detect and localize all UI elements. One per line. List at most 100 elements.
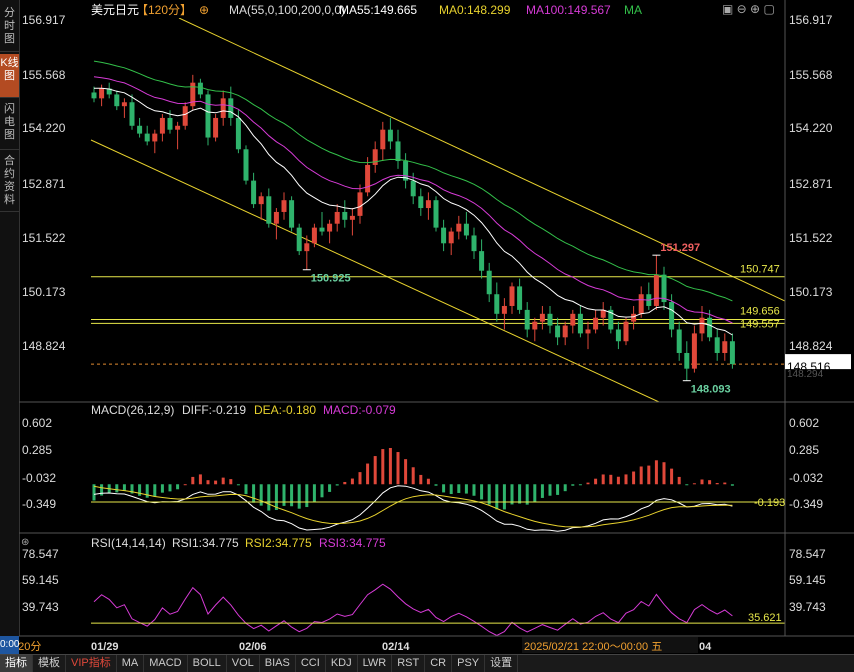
- macd-dea-line: [93, 485, 733, 528]
- y-tick-left: 151.522: [22, 231, 66, 245]
- macd-histogram-bar: [563, 484, 567, 492]
- candle-body: [555, 325, 561, 338]
- indicator-tab-macd[interactable]: MACD: [144, 655, 188, 672]
- macd-histogram-bar: [320, 484, 324, 498]
- candle-body: [509, 286, 515, 306]
- candle-body: [547, 313, 553, 326]
- macd-histogram-bar: [639, 466, 643, 485]
- candle-body: [562, 325, 568, 338]
- candle-body: [114, 94, 120, 107]
- macd-histogram-bar: [122, 484, 126, 491]
- macd-histogram-bar: [358, 472, 362, 485]
- indicator-tab-rst[interactable]: RST: [392, 655, 426, 672]
- y-tick-left: 148.824: [22, 339, 66, 353]
- last-price-label: 148.516: [787, 360, 831, 374]
- indicator-tab-ma[interactable]: MA: [117, 655, 145, 672]
- candle-body: [585, 329, 591, 334]
- macd-histogram-bar: [92, 484, 96, 501]
- candle-body: [608, 309, 614, 330]
- candle-body: [676, 329, 682, 353]
- macd-histogram-bar: [100, 484, 104, 496]
- candle-body: [570, 313, 576, 326]
- indicator-tab-bar: 指标 模板 VIP指标 MA MACD BOLL VOL BIAS CCI KDJ LWR RST CR…: [0, 654, 854, 672]
- indicator-tab-vol[interactable]: VOL: [227, 655, 260, 672]
- macd-histogram-bar: [434, 484, 438, 486]
- period-label: 【120分】: [136, 3, 192, 17]
- candle-body: [289, 200, 295, 228]
- candle-body: [243, 149, 249, 181]
- macd-histogram-bar: [700, 479, 704, 485]
- macd-histogram-bar: [282, 484, 286, 506]
- ma-params: MA(55,0,100,200,0,0): [229, 3, 345, 17]
- rsi-legend: RSI2:34.775: [245, 536, 312, 550]
- indicator-tab-指标[interactable]: 指标: [0, 655, 33, 672]
- left-tab-2[interactable]: 闪电图: [0, 100, 19, 150]
- candle-body: [638, 294, 644, 314]
- indicator-tab-kdj[interactable]: KDJ: [326, 655, 358, 672]
- candle-body: [707, 317, 713, 338]
- macd-histogram-bar: [160, 484, 164, 493]
- left-tab-0[interactable]: 分时图: [0, 4, 19, 52]
- y-tick-left: 156.917: [22, 13, 66, 27]
- ma200-line: [93, 60, 733, 302]
- candle-body: [722, 341, 728, 353]
- macd-histogram-bar: [632, 471, 636, 485]
- indicator-tab-psy[interactable]: PSY: [452, 655, 486, 672]
- candle-body: [220, 98, 226, 118]
- candle-body: [631, 313, 637, 322]
- macd-histogram-bar: [214, 480, 218, 485]
- macd-histogram-bar: [130, 484, 134, 494]
- macd-histogram-bar: [366, 463, 370, 485]
- macd-legend: MACD:-0.079: [323, 403, 396, 417]
- candle-body: [228, 98, 234, 118]
- left-tab-3[interactable]: 合约资料: [0, 152, 19, 212]
- macd-histogram-bar: [350, 478, 354, 485]
- macd-histogram-bar: [396, 452, 400, 485]
- macd-histogram-bar: [388, 447, 392, 485]
- candle-body: [175, 125, 181, 130]
- indicator-tab-cr[interactable]: CR: [425, 655, 453, 672]
- indicator-tab-lwr[interactable]: LWR: [358, 655, 393, 672]
- candle-body: [327, 223, 333, 232]
- candle-body: [144, 133, 150, 142]
- rsi-y-tick-left: 78.547: [22, 547, 59, 561]
- candle-body: [433, 200, 439, 228]
- extreme-label: 150.925: [311, 273, 351, 285]
- macd-histogram-bar: [586, 482, 590, 485]
- rsi-hline-label: 35.621: [748, 612, 782, 624]
- y-tick-right: 156.917: [789, 13, 833, 27]
- macd-histogram-bar: [518, 484, 522, 504]
- macd-histogram-bar: [616, 476, 620, 485]
- candle-body: [106, 88, 112, 95]
- candle-body: [456, 223, 462, 232]
- macd-histogram-bar: [328, 484, 332, 492]
- left-tab-1[interactable]: K线图: [0, 54, 19, 98]
- candle-body: [623, 321, 629, 342]
- macd-histogram-bar: [411, 467, 415, 485]
- indicator-tab-设置[interactable]: 设置: [485, 655, 519, 672]
- indicator-tab-bias[interactable]: BIAS: [260, 655, 296, 672]
- candle-body: [213, 117, 219, 138]
- ma0-value: MA0:148.299: [439, 3, 511, 17]
- macd-histogram-bar: [609, 474, 613, 485]
- macd-y-tick-left: -0.349: [22, 497, 56, 511]
- macd-histogram-bar: [312, 484, 316, 502]
- macd-histogram-bar: [708, 480, 712, 485]
- indicator-tab-模板[interactable]: 模板: [33, 655, 66, 672]
- candle-body: [296, 227, 302, 252]
- zoom-indicator[interactable]: 0:00: [0, 636, 19, 654]
- macd-histogram-bar: [525, 484, 529, 505]
- candle-body: [669, 302, 675, 330]
- indicator-tab-cci[interactable]: CCI: [296, 655, 326, 672]
- x-date-label: 02/14: [382, 641, 410, 653]
- macd-histogram-bar: [662, 462, 666, 485]
- macd-histogram-bar: [449, 484, 453, 495]
- chart-area[interactable]: 156.917 156.917 155.568 155.568 154.220 154.2…: [19, 0, 854, 654]
- candle-body: [190, 82, 196, 107]
- candle-body: [387, 129, 393, 142]
- rsi-legend: RSI1:34.775: [172, 536, 239, 550]
- indicator-tab-vip指标[interactable]: VIP指标: [66, 655, 117, 672]
- indicator-tab-boll[interactable]: BOLL: [188, 655, 227, 672]
- ma100-value: MA100:149.567: [526, 3, 611, 17]
- candle-body: [479, 251, 485, 271]
